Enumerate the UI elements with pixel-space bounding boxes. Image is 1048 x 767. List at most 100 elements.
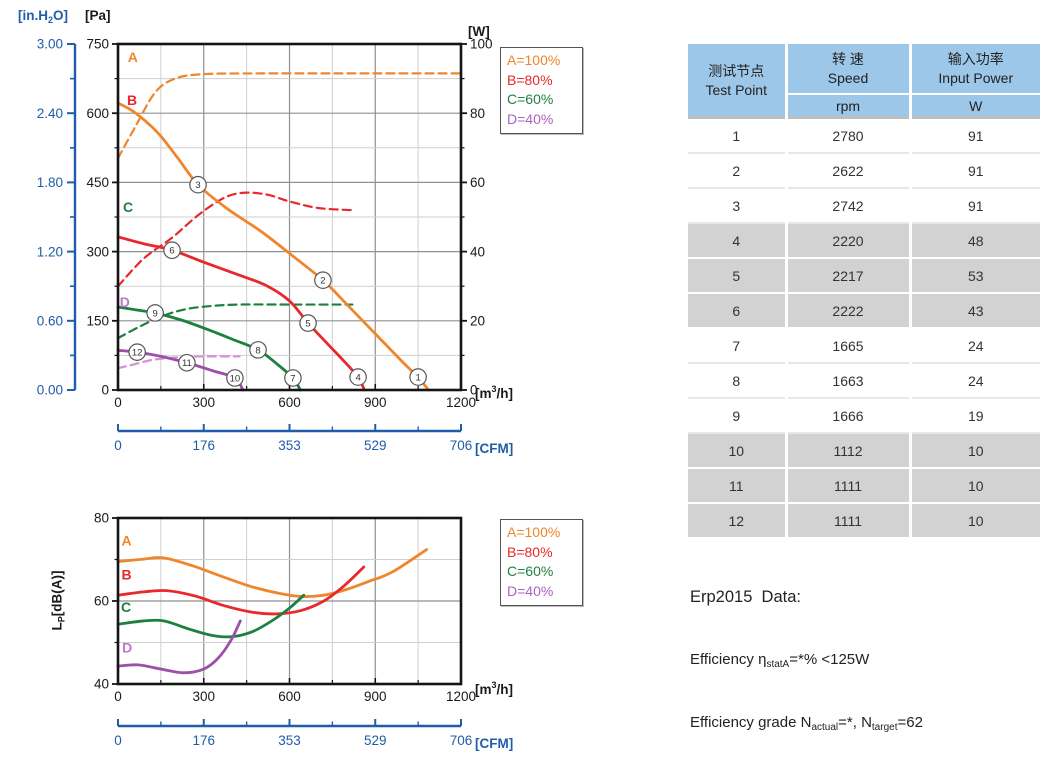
svg-text:0.60: 0.60: [37, 314, 63, 329]
legend-item: D=40%: [507, 582, 554, 599]
svg-text:0: 0: [470, 383, 478, 398]
test-point-cell: 3: [732, 197, 741, 214]
svg-text:1: 1: [415, 372, 420, 383]
power-cell: 19: [908, 398, 1040, 433]
svg-text:1200: 1200: [446, 689, 476, 704]
w-unit-label: [W]: [468, 24, 490, 39]
svg-text:10: 10: [230, 373, 241, 384]
svg-text:C: C: [121, 599, 131, 615]
svg-text:706: 706: [450, 733, 473, 748]
svg-text:600: 600: [278, 395, 301, 410]
pressure-chart-legend: A=100% B=80% C=60% D=40%: [500, 47, 583, 134]
svg-text:B: B: [127, 92, 137, 108]
table-row: 6 2222 43: [688, 293, 1040, 328]
speed-cell: 2622: [784, 153, 910, 188]
col-header-input-power: 输入功率 Input Power: [908, 44, 1040, 94]
speed-cell: 2220: [784, 223, 910, 258]
power-cell: 91: [908, 188, 1040, 223]
svg-text:3.00: 3.00: [37, 37, 63, 52]
svg-text:750: 750: [86, 37, 109, 52]
power-cell: 10: [908, 503, 1040, 538]
cfm-unit-label-bottom: [CFM]: [475, 736, 514, 751]
test-point-cell: 10: [728, 442, 745, 459]
axis-ticks: [112, 517, 462, 685]
test-point-cell: 11: [728, 477, 744, 494]
legend-item: D=40%: [507, 110, 554, 127]
grid: [118, 518, 461, 684]
series: [116, 72, 461, 392]
cfm-unit-label-top: [CFM]: [475, 441, 514, 456]
inh2o-axis: 3.00 2.40 1.80 1.20 0.60 0.00: [37, 37, 77, 398]
grid: [118, 44, 461, 390]
svg-text:20: 20: [470, 314, 485, 329]
series-D-power: [116, 355, 241, 370]
legend-item: A=100%: [507, 52, 561, 68]
noise-chart: 80 60 40 0 300 600 900 1200 0 176 353 529 706 A B C D: [94, 511, 476, 748]
svg-text:706: 706: [450, 438, 473, 453]
power-cell: 24: [908, 363, 1040, 398]
axis-ticks: [112, 43, 467, 391]
test-point-cell: 2: [732, 162, 741, 179]
svg-text:176: 176: [192, 438, 215, 453]
power-cell: 10: [908, 468, 1040, 503]
unit-header-w: W: [908, 93, 1040, 118]
col-header-test-point: 测试节点 Test Point: [688, 44, 786, 118]
svg-text:300: 300: [86, 244, 109, 259]
table-row: 10 1112 10: [688, 433, 1040, 468]
erp-grade-line: Efficiency grade Nactual=*, Ntarget=62: [690, 714, 923, 733]
series: [116, 548, 429, 675]
svg-text:0.00: 0.00: [37, 383, 63, 398]
speed-cell: 2217: [784, 258, 910, 293]
test-point-cell: 4: [732, 232, 741, 249]
table-row: 7 1665 24: [688, 328, 1040, 363]
test-point-cell: 9: [732, 407, 741, 424]
table-row: 2 2622 91: [688, 153, 1040, 188]
test-point-table: 测试节点 Test Point 转 速 Speed 输入功率 Input Pow…: [688, 44, 1040, 539]
svg-text:80: 80: [94, 511, 109, 526]
svg-text:0: 0: [114, 438, 122, 453]
test-point-cell: 8: [732, 372, 741, 389]
series-C-noise: [116, 593, 306, 639]
m3h-unit-label-bottom: [m3/h]: [475, 680, 514, 697]
speed-cell: 1666: [784, 398, 910, 433]
legend-item: B=80%: [507, 543, 553, 560]
series-A-power: [116, 72, 461, 160]
svg-text:1.80: 1.80: [37, 175, 63, 190]
table-row: 1 2780 91: [688, 117, 1040, 153]
power-cell: 24: [908, 328, 1040, 363]
power-cell: 43: [908, 293, 1040, 328]
svg-text:6: 6: [169, 246, 174, 257]
svg-text:12: 12: [132, 348, 143, 359]
svg-text:1200: 1200: [446, 395, 476, 410]
test-point-cell: 7: [732, 337, 741, 354]
erp-efficiency-line: Efficiency ηstatA=*% <125W: [690, 651, 870, 670]
svg-text:60: 60: [470, 175, 485, 190]
svg-text:529: 529: [364, 733, 387, 748]
svg-text:0: 0: [114, 689, 122, 704]
table-row: 4 2220 48: [688, 223, 1040, 258]
table-row: 12 1111 10: [688, 503, 1040, 538]
svg-text:2: 2: [320, 276, 325, 287]
legend-item: C=60%: [507, 91, 554, 107]
series-A-pressure: [116, 101, 430, 392]
svg-text:300: 300: [192, 689, 215, 704]
svg-text:900: 900: [364, 395, 387, 410]
svg-text:1.20: 1.20: [37, 244, 63, 259]
svg-text:60: 60: [94, 594, 109, 609]
table-row: 3 2742 91: [688, 188, 1040, 223]
series-C-pressure: [116, 305, 302, 392]
svg-text:450: 450: [86, 175, 109, 190]
speed-cell: 1663: [784, 363, 910, 398]
svg-text:D: D: [122, 639, 132, 655]
col-header-speed: 转 速 Speed: [784, 44, 910, 94]
svg-text:600: 600: [278, 689, 301, 704]
series-A-noise: [116, 548, 429, 598]
noise-chart-legend: A=100% B=80% C=60% D=40%: [500, 519, 583, 606]
m3h-unit-label-top: [m3/h]: [475, 384, 514, 401]
svg-text:300: 300: [192, 395, 215, 410]
svg-text:100: 100: [470, 37, 493, 52]
cfm-axis: 0 176 353 529 706: [114, 719, 472, 748]
svg-text:176: 176: [192, 733, 215, 748]
